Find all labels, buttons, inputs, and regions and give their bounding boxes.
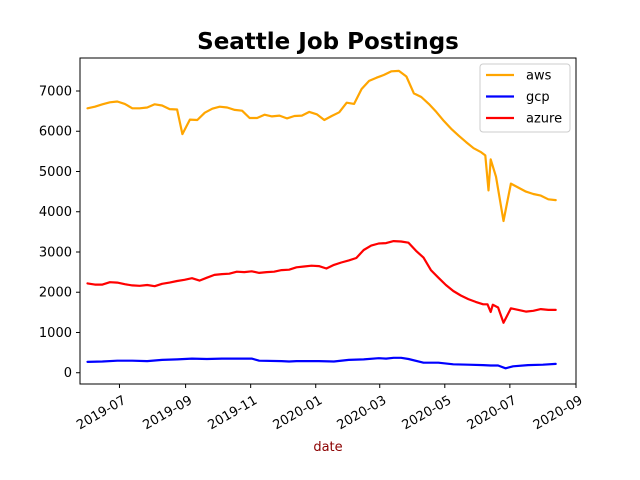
y-tick-label: 6000	[39, 125, 72, 140]
series-line-gcp	[86, 356, 557, 370]
series-layer	[86, 69, 557, 370]
legend-label-aws: aws	[526, 69, 552, 84]
y-tick-label: 0	[64, 366, 72, 381]
series-line-aws	[86, 69, 557, 223]
legend: aws gcp azure	[479, 63, 571, 133]
y-tick-label: 2000	[39, 286, 72, 301]
y-axis: 0 1000 2000 3000 4000 5000 6000 7000	[39, 85, 80, 381]
chart-title: Seattle Job Postings	[197, 29, 459, 55]
y-tick-label: 7000	[39, 85, 72, 100]
y-tick-label: 1000	[39, 326, 72, 341]
legend-box	[479, 63, 571, 133]
y-tick-label: 3000	[39, 245, 72, 260]
legend-label-gcp: gcp	[526, 90, 550, 105]
y-tick-label: 5000	[39, 165, 72, 180]
plot-frame	[79, 57, 577, 385]
y-tick-label: 4000	[39, 205, 72, 220]
legend-label-azure: azure	[526, 112, 562, 127]
series-line-azure	[86, 240, 557, 324]
x-axis-label: date	[313, 440, 342, 455]
